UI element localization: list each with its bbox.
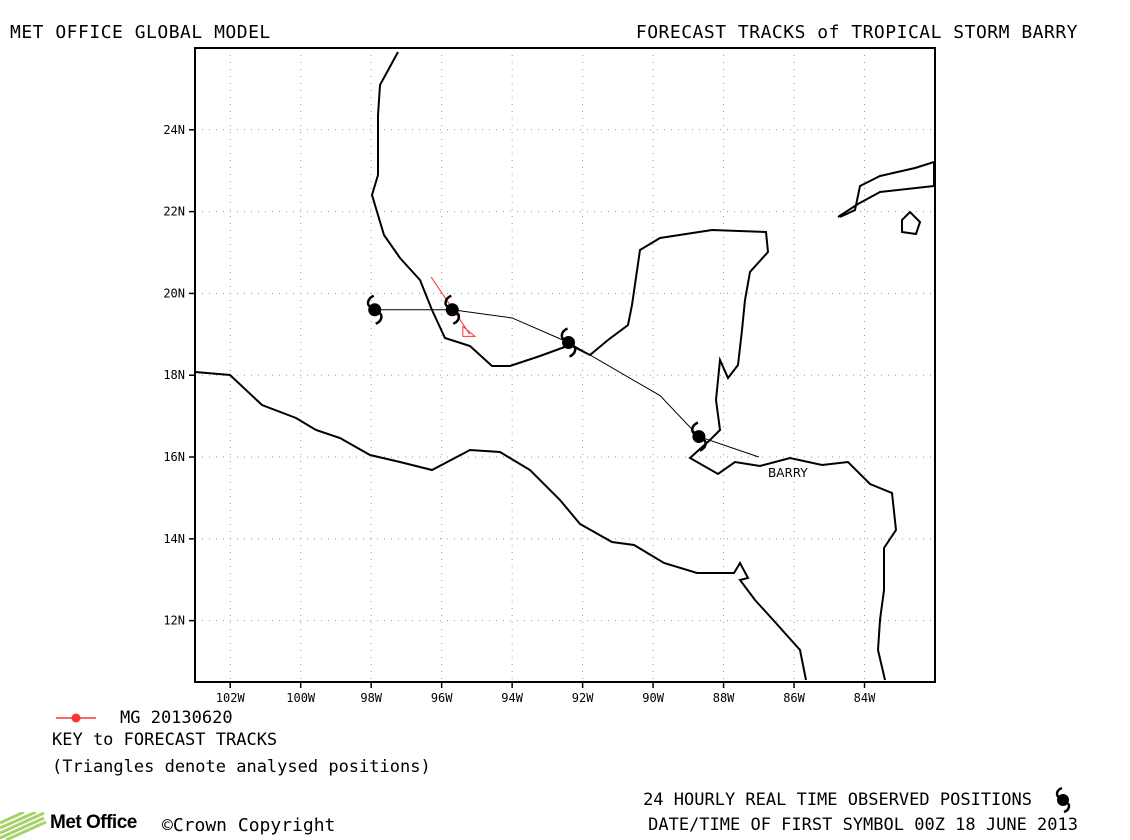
lon-tick-label: 90W: [642, 691, 664, 705]
copyright-text: ©Crown Copyright: [162, 815, 336, 836]
storm-symbol: [560, 327, 577, 358]
met-office-logo-icon: [0, 812, 47, 840]
lat-tick-label: 14N: [163, 532, 185, 546]
key-sample-dot: [71, 713, 81, 723]
key-title: KEY to FORECAST TRACKS: [52, 730, 278, 750]
header-right-title: FORECAST TRACKS of TROPICAL STORM BARRY: [635, 22, 1078, 43]
map-grid: [189, 48, 935, 688]
lon-tick-label: 98W: [360, 691, 382, 705]
lat-tick-label: 16N: [163, 450, 185, 464]
coastlines: [194, 51, 935, 681]
first-symbol-date-text: DATE/TIME OF FIRST SYMBOL 00Z 18 JUNE 20…: [648, 815, 1078, 835]
lat-tick-label: 18N: [163, 368, 185, 382]
lat-tick-label: 20N: [163, 286, 185, 300]
lat-tick-label: 22N: [163, 205, 185, 219]
storm-symbol-icon: [1055, 786, 1071, 814]
storm-symbol: [691, 421, 707, 452]
coastline-isle-of-youth: [901, 210, 922, 236]
storm-symbol: [444, 294, 461, 325]
lon-tick-label: 102W: [216, 691, 246, 705]
header-left-title: MET OFFICE GLOBAL MODEL: [10, 22, 271, 43]
lon-tick-label: 88W: [713, 691, 735, 705]
coastline-pacific: [194, 371, 807, 681]
forecast-triangle: [462, 325, 477, 337]
lon-tick-label: 94W: [501, 691, 523, 705]
lon-tick-label: 96W: [431, 691, 453, 705]
lat-tick-label: 24N: [163, 123, 185, 137]
lon-tick-label: 84W: [854, 691, 876, 705]
coastline-gulf-mexico: [370, 51, 898, 681]
storm-symbol: [366, 294, 383, 325]
storm-label: BARRY: [768, 466, 808, 480]
lon-tick-label: 100W: [286, 691, 316, 705]
coastline-cuba: [837, 160, 935, 218]
lat-tick-label: 12N: [163, 614, 185, 628]
observed-symbols: [366, 294, 707, 452]
key-note: (Triangles denote analysed positions): [52, 757, 431, 777]
lon-tick-label: 86W: [783, 691, 805, 705]
observed-positions-text: 24 HOURLY REAL TIME OBSERVED POSITIONS: [643, 790, 1032, 810]
key-model-label: MG 20130620: [120, 708, 233, 728]
map-frame: [194, 47, 936, 683]
lon-tick-label: 92W: [572, 691, 594, 705]
met-office-logo-text: Met Office: [50, 812, 137, 833]
